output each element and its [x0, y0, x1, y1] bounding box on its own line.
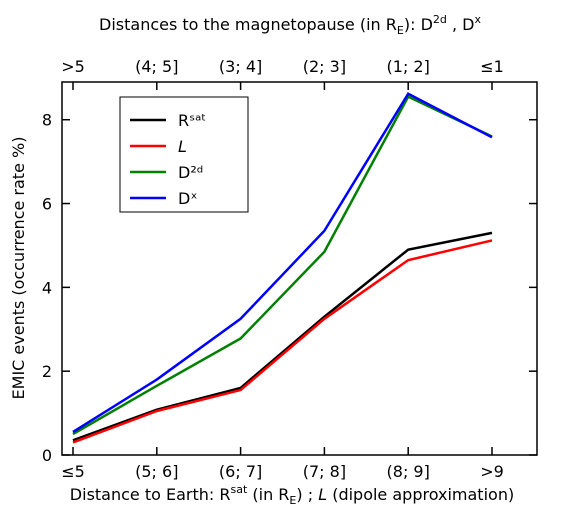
legend-label: Rˢᵃᵗ	[178, 111, 206, 130]
y-tick-label: 2	[42, 362, 52, 381]
top-axis-title: Distances to the magnetopause (in RE): D…	[99, 13, 481, 37]
top-tick-label: (3; 4]	[219, 57, 262, 76]
legend-label: Dˣ	[178, 189, 197, 208]
plot-frame	[61, 81, 538, 456]
x-tick-label: (8; 9]	[387, 462, 430, 481]
x-axis-title: Distance to Earth: Rsat (in RE) ; L (dip…	[70, 483, 514, 507]
top-tick-label: (1; 2]	[387, 57, 430, 76]
series-line	[72, 239, 493, 444]
y-tick-label: 4	[42, 278, 52, 297]
series-line	[72, 92, 493, 434]
x-tick-label: >9	[480, 462, 504, 481]
top-tick-label: ≤1	[480, 57, 504, 76]
y-axis-title: EMIC events (occurrence rate %)	[9, 137, 28, 400]
y-tick-label: 6	[42, 195, 52, 214]
y-tick-label: 8	[42, 111, 52, 130]
top-tick-label: >5	[61, 57, 85, 76]
x-tick-label: (6; 7]	[219, 462, 262, 481]
x-tick-label: (5; 6]	[135, 462, 178, 481]
y-tick-label: 0	[42, 446, 52, 465]
x-tick-label: ≤5	[61, 462, 85, 481]
x-tick-label: (7; 8]	[303, 462, 346, 481]
series-line	[72, 95, 493, 436]
top-tick-label: (4; 5]	[135, 57, 178, 76]
series-line	[72, 231, 493, 442]
legend-label: L	[178, 137, 187, 156]
legend-box	[119, 96, 249, 213]
legend-label: D²ᵈ	[178, 163, 203, 182]
top-tick-label: (2; 3]	[303, 57, 346, 76]
